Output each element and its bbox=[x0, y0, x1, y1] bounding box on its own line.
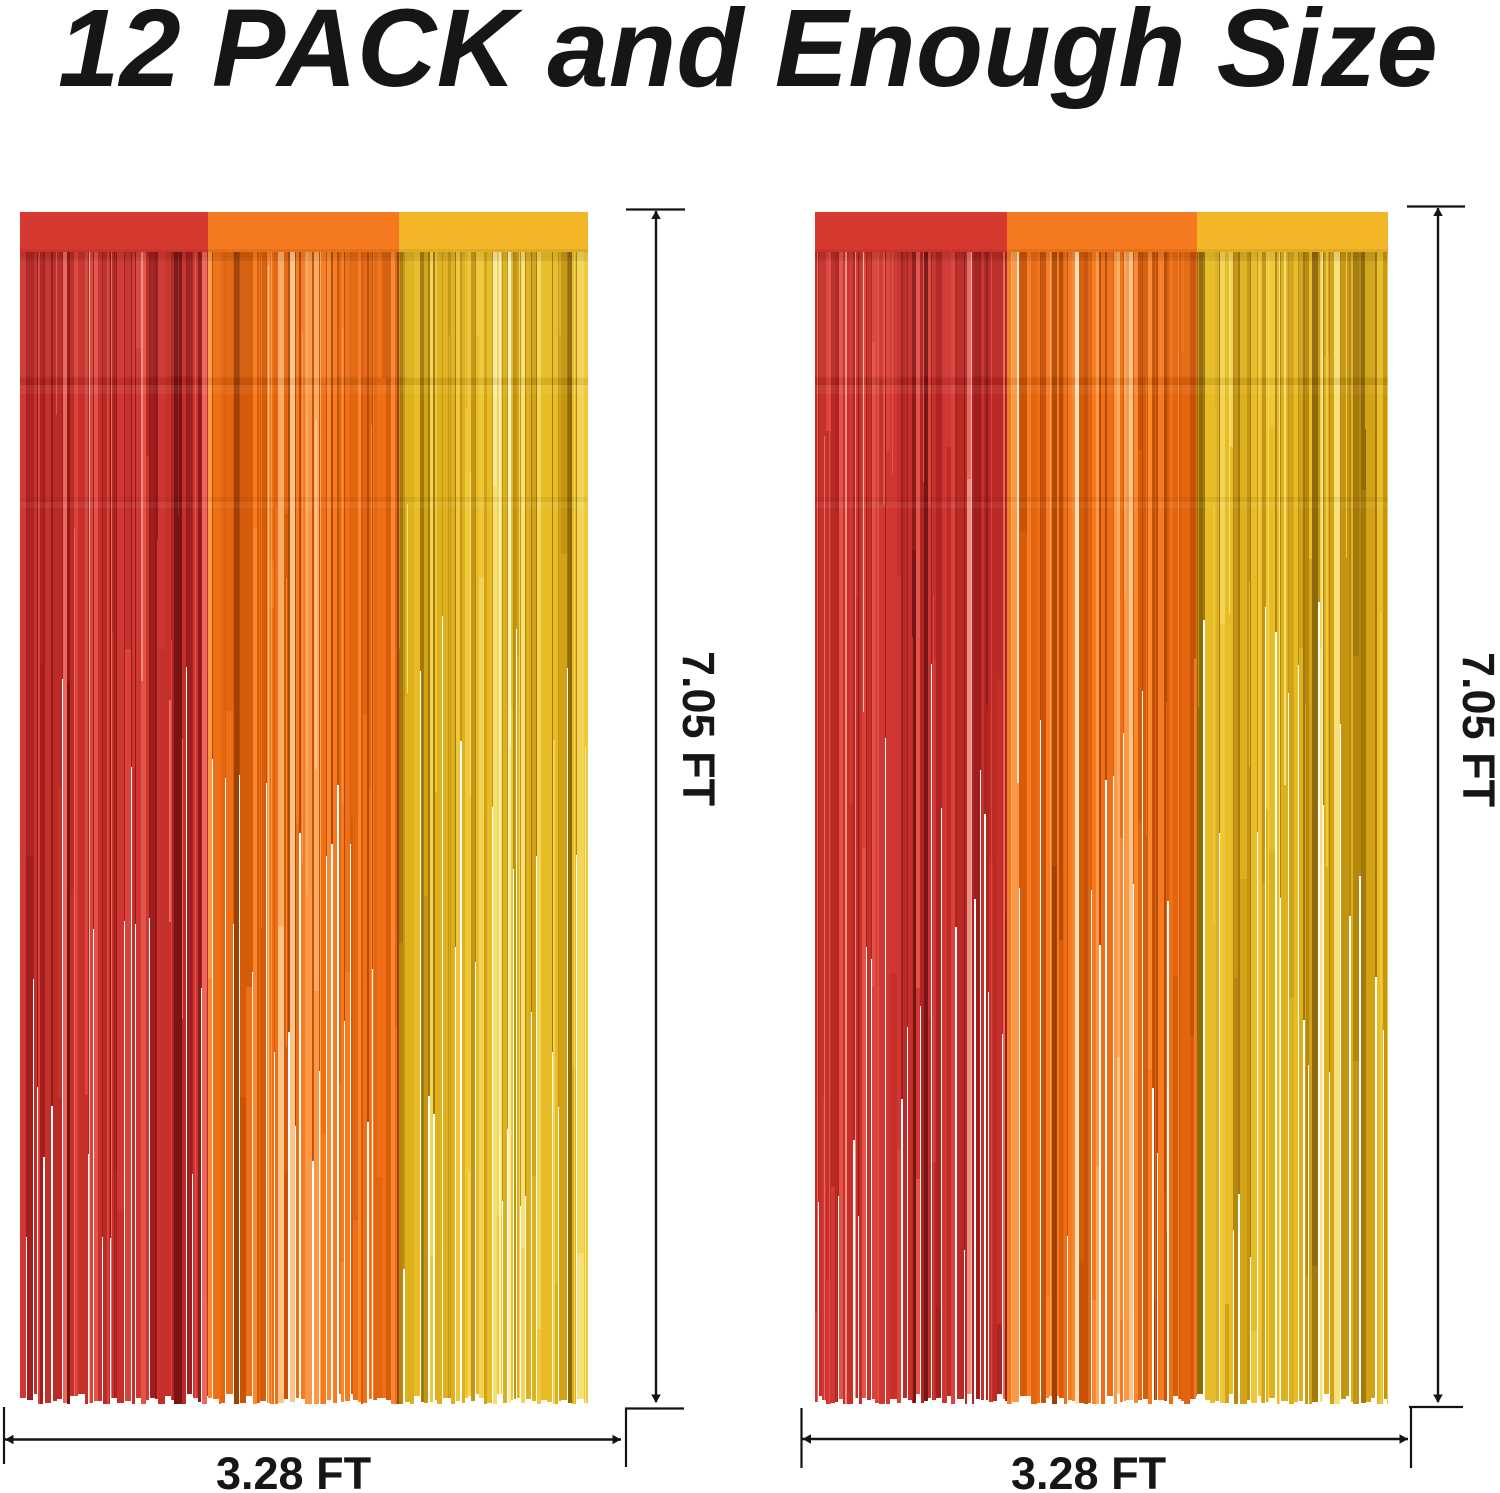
svg-text:7.05 FT: 7.05 FT bbox=[673, 651, 724, 806]
svg-text:7.05 FT: 7.05 FT bbox=[1453, 652, 1500, 807]
svg-text:3.28 FT: 3.28 FT bbox=[216, 1448, 371, 1493]
svg-text:3.28 FT: 3.28 FT bbox=[1011, 1448, 1166, 1493]
svg-text:12 PACK and Enough Size: 12 PACK and Enough Size bbox=[58, 0, 1438, 110]
